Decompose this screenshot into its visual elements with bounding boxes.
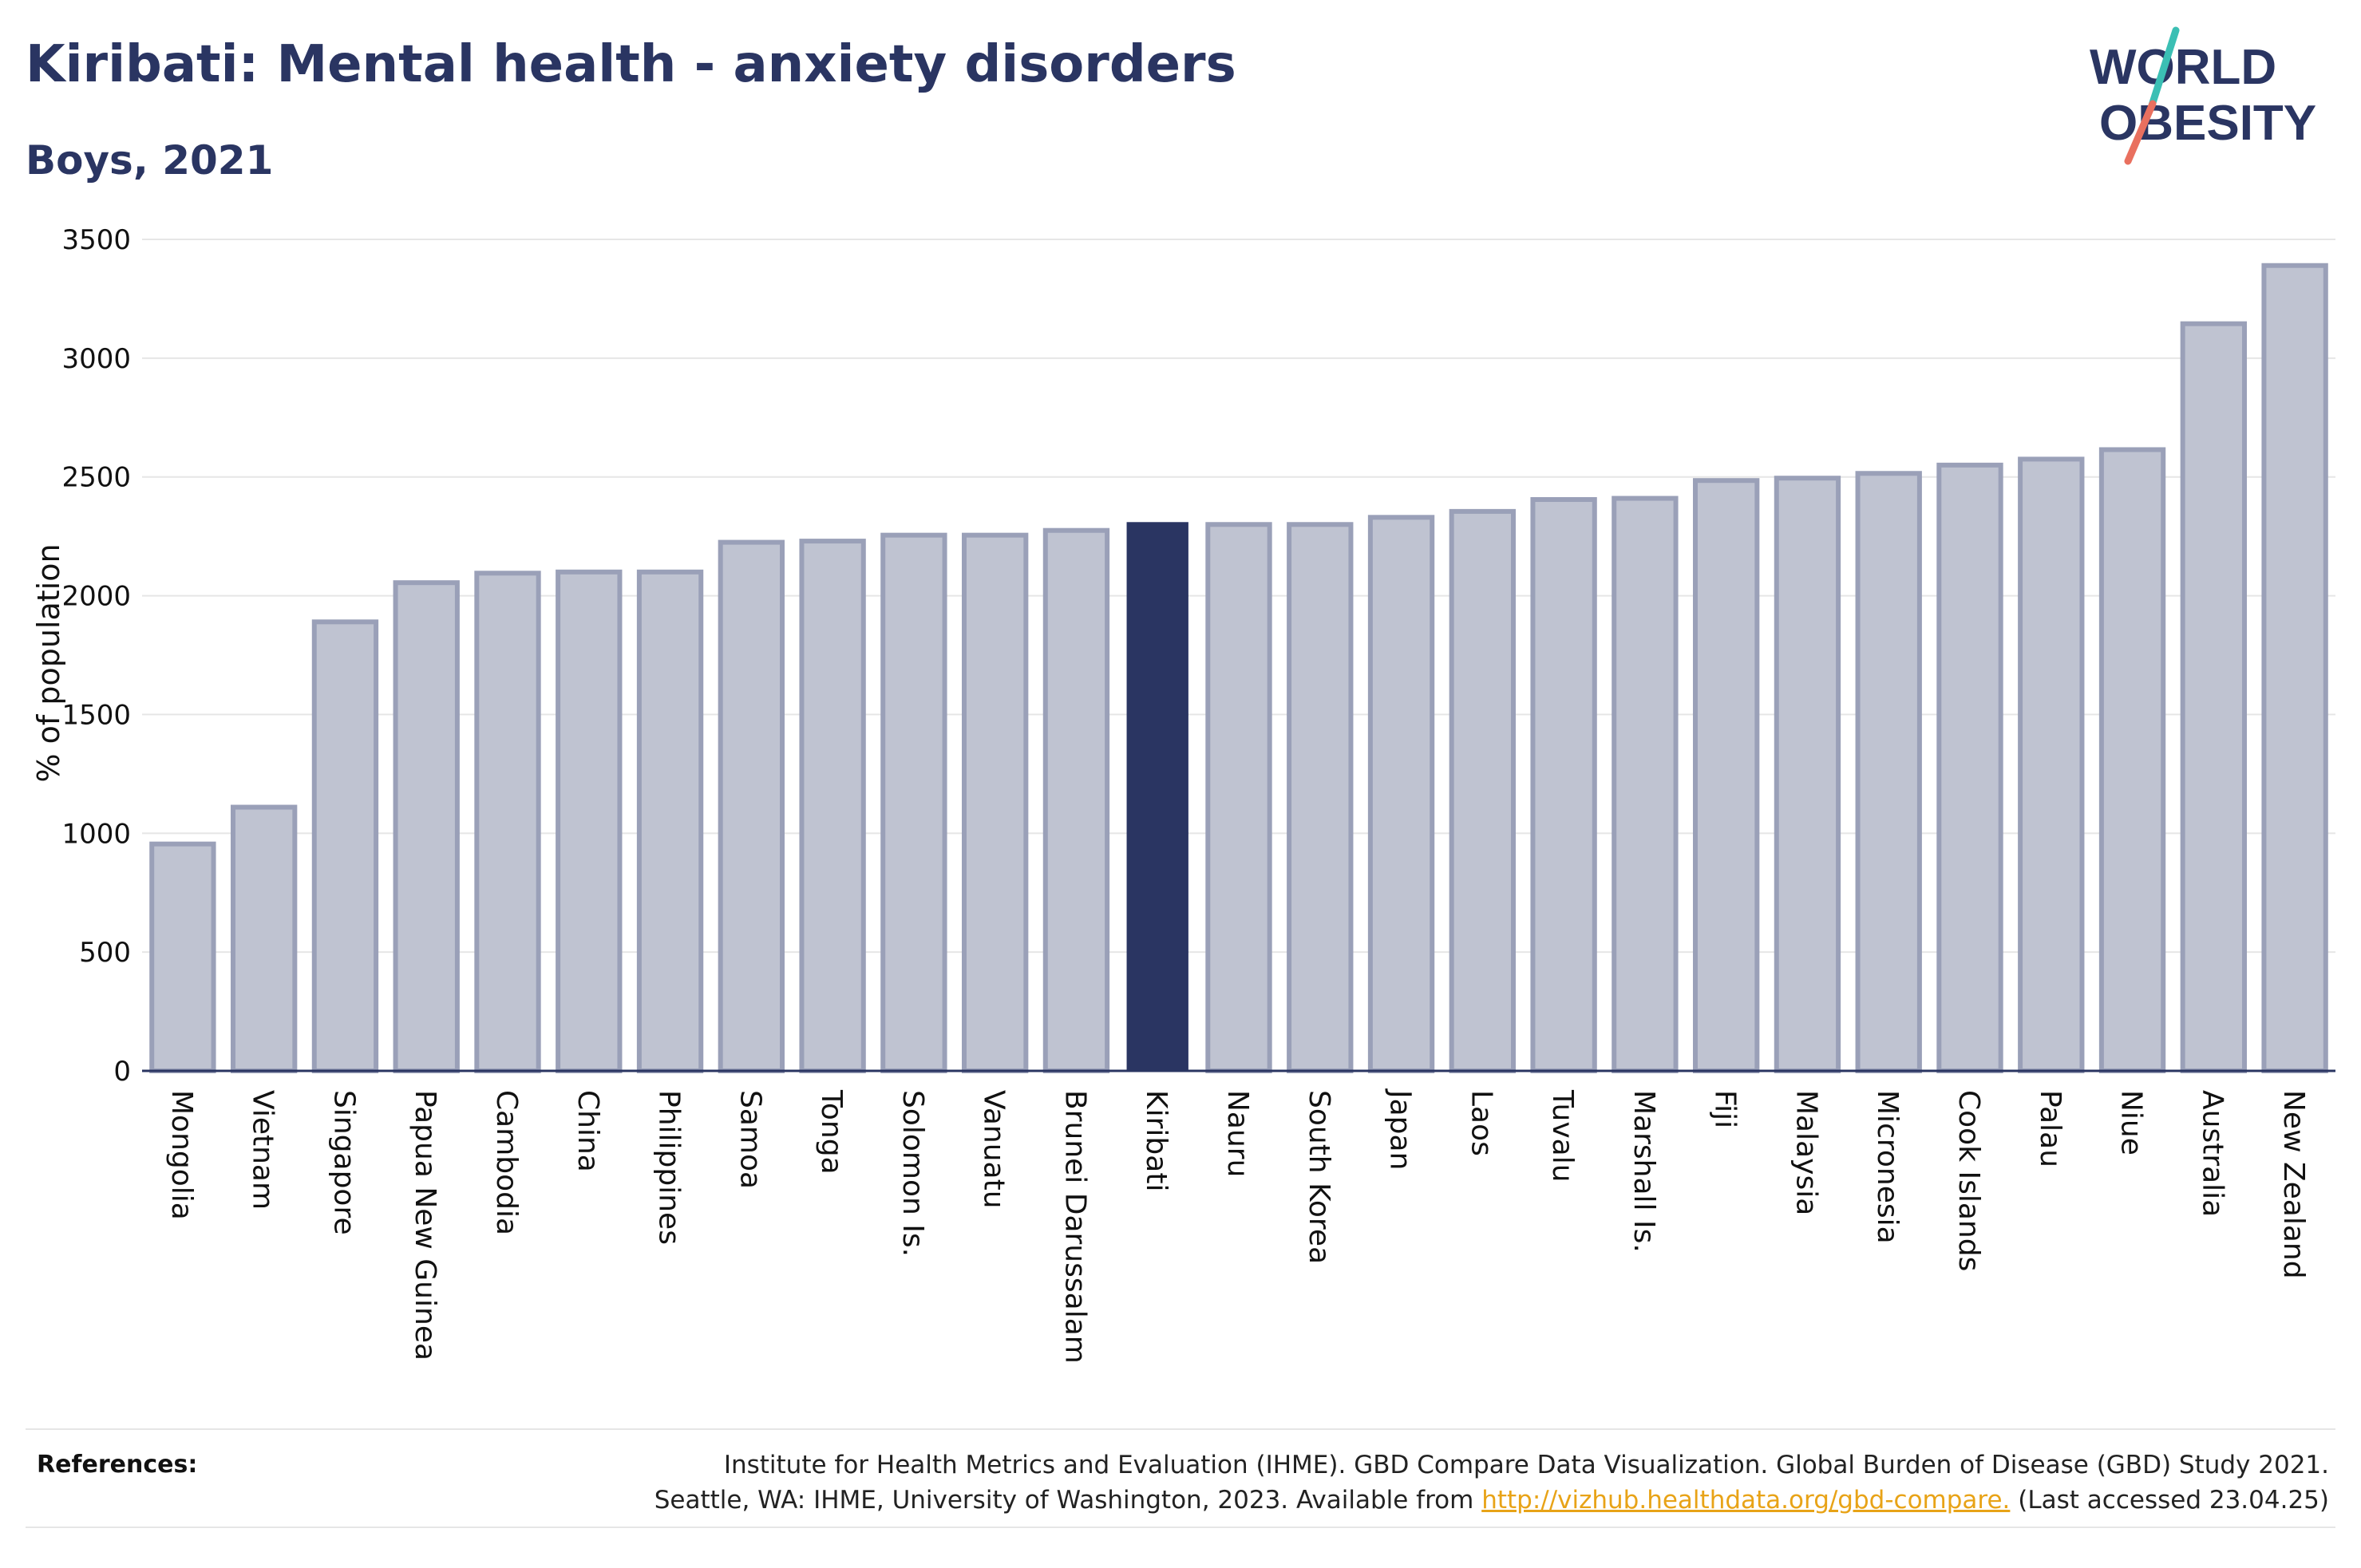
x-tick-label: Fiji [1709, 1090, 1742, 1128]
bar [1530, 496, 1597, 1073]
bar-chart: 0 500 1000 1500 2000 2500 3000 3500 % of populat… [31, 224, 2335, 1364]
reference-link[interactable]: http://vizhub.healthdata.org/gbd-compare… [1481, 1486, 2011, 1515]
x-tick-label: Philippines [653, 1090, 686, 1245]
x-tick-label: Laos [1465, 1090, 1497, 1156]
bar [1855, 471, 1922, 1073]
x-tick-label: Cook Islands [1952, 1090, 1985, 1271]
bar [1936, 462, 2003, 1073]
bar [230, 804, 298, 1074]
logo-slash-top [2148, 26, 2180, 109]
references-divider-bottom [26, 1527, 2335, 1528]
bar [311, 619, 379, 1073]
x-tick-label: Singapore [327, 1090, 360, 1235]
y-axis-label: % of population [31, 543, 66, 782]
y-tick-label: 3500 [61, 224, 131, 256]
logo-slash-bottom [2124, 100, 2157, 165]
x-tick-label: Tonga [815, 1089, 848, 1175]
y-tick-label: 2500 [61, 462, 131, 494]
bar [636, 569, 704, 1073]
logo-line-world: WORLD [2090, 40, 2276, 95]
bar [1612, 496, 1679, 1073]
bar [149, 841, 216, 1073]
x-tick-label: Australia [2196, 1090, 2229, 1217]
x-tick-label: Palau [2034, 1090, 2066, 1167]
x-tick-label: Micronesia [1871, 1090, 1904, 1244]
y-tick-label: 500 [79, 937, 131, 969]
references-label: References: [37, 1451, 198, 1479]
reference-line-2-suffix: (Last accessed 23.04.25) [2010, 1486, 2329, 1515]
y-tick-label: 1000 [61, 818, 131, 850]
reference-line-2-prefix: Seattle, WA: IHME, University of Washing… [654, 1486, 1482, 1515]
bar-highlight [1126, 522, 1188, 1071]
y-tick-label: 2000 [61, 581, 131, 613]
x-tick-label: Kiribati [1140, 1090, 1173, 1191]
x-tick-label: Nauru [1221, 1090, 1254, 1177]
bar [1042, 527, 1110, 1073]
x-tick-label: Niue [2115, 1090, 2148, 1155]
x-tick-label: Vietnam [247, 1090, 279, 1210]
bar [799, 539, 866, 1073]
references-text: Institute for Health Metrics and Evaluat… [413, 1448, 2329, 1519]
bar [718, 539, 785, 1073]
bar [1367, 515, 1435, 1073]
bar [474, 571, 541, 1073]
reference-line-1: Institute for Health Metrics and Evaluat… [723, 1451, 2329, 1479]
bar [2180, 321, 2248, 1073]
world-obesity-logo: WORLD OBESITY [2090, 26, 2316, 165]
bar [1287, 522, 1354, 1073]
x-tick-label: Japan [1384, 1088, 1417, 1170]
x-tick-label: Mongolia [165, 1090, 198, 1220]
x-tick-label: Malaysia [1790, 1090, 1822, 1215]
x-tick-label: Solomon Is. [896, 1090, 929, 1257]
x-tick-label: New Zealand [2277, 1090, 2310, 1279]
x-tick-label: Marshall Is. [1627, 1090, 1660, 1253]
bar [961, 532, 1029, 1073]
references-divider-top [26, 1428, 2335, 1430]
bar [1692, 478, 1760, 1073]
bar [880, 532, 947, 1073]
reference-line-2: Seattle, WA: IHME, University of Washing… [413, 1483, 2329, 1518]
bar [2018, 456, 2085, 1073]
chart-subtitle: Boys, 2021 [26, 137, 274, 184]
x-tick-label: Brunei Darussalam [1058, 1090, 1091, 1364]
bar [2261, 263, 2328, 1073]
bar [393, 580, 460, 1073]
x-tick-label: South Korea [1303, 1090, 1335, 1264]
bar [1449, 508, 1517, 1073]
y-tick-label: 0 [113, 1056, 131, 1088]
bar [1205, 522, 1272, 1073]
x-tick-label: Vanuatu [978, 1090, 1010, 1209]
x-tick-label: Cambodia [490, 1090, 523, 1235]
x-tick-label: Tuvalu [1546, 1089, 1579, 1183]
x-tick-label: Papua New Guinea [409, 1090, 441, 1361]
y-tick-label: 1500 [61, 699, 131, 731]
bar [2098, 447, 2166, 1073]
bar [1774, 476, 1841, 1073]
x-tick-label: China [571, 1090, 604, 1172]
bar [556, 569, 623, 1073]
x-tick-label: Samoa [734, 1090, 766, 1189]
y-tick-label: 3000 [61, 343, 131, 375]
chart-title: Kiribati: Mental health - anxiety disord… [26, 35, 1236, 94]
